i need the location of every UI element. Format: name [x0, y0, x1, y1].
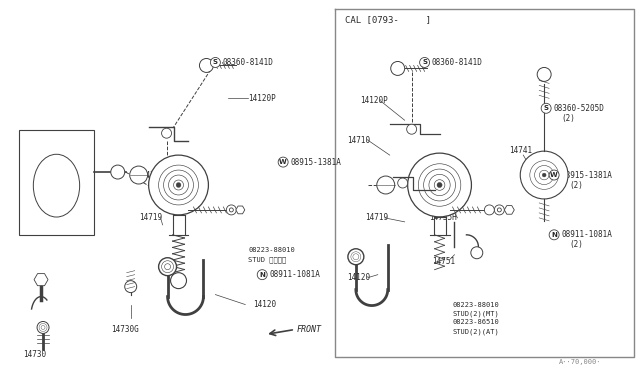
Circle shape — [111, 165, 125, 179]
Circle shape — [161, 128, 172, 138]
Circle shape — [176, 183, 181, 187]
Text: N: N — [259, 272, 265, 278]
Text: 08360-5205D: 08360-5205D — [553, 104, 604, 113]
Text: 14120P: 14120P — [248, 94, 276, 103]
Circle shape — [397, 178, 408, 188]
Circle shape — [227, 205, 236, 215]
Text: W: W — [279, 159, 287, 165]
Text: 14719: 14719 — [139, 214, 162, 222]
Text: 14120: 14120 — [253, 300, 276, 309]
Circle shape — [406, 124, 417, 134]
Text: N: N — [551, 232, 557, 238]
Text: 08911-1081A: 08911-1081A — [269, 270, 320, 279]
Circle shape — [420, 58, 429, 67]
Text: CAL [0793-     ]: CAL [0793- ] — [345, 16, 431, 25]
Text: 14710: 14710 — [141, 170, 164, 180]
Circle shape — [377, 176, 395, 194]
Text: A··70,000·: A··70,000· — [559, 359, 602, 365]
Text: S: S — [213, 60, 218, 65]
Text: 08223-88010: 08223-88010 — [248, 247, 295, 253]
Text: W: W — [550, 172, 558, 178]
Circle shape — [200, 58, 213, 73]
Bar — [19, 130, 94, 235]
Circle shape — [278, 157, 288, 167]
Text: 08911-1081A: 08911-1081A — [561, 230, 612, 239]
Text: S: S — [543, 105, 548, 111]
Circle shape — [537, 67, 551, 81]
Text: STUD スタッド: STUD スタッド — [248, 256, 287, 263]
Circle shape — [229, 208, 234, 212]
Circle shape — [211, 58, 220, 67]
Circle shape — [130, 166, 148, 184]
Circle shape — [159, 258, 177, 276]
Circle shape — [171, 273, 186, 289]
Polygon shape — [504, 206, 515, 214]
Text: FRONT: FRONT — [297, 326, 322, 334]
Text: 08223-86510: 08223-86510 — [452, 320, 499, 326]
Circle shape — [348, 249, 364, 265]
Text: (2): (2) — [569, 180, 583, 189]
Circle shape — [257, 270, 267, 280]
Text: 14710: 14710 — [347, 136, 370, 145]
Circle shape — [549, 170, 559, 180]
Text: 14755H: 14755H — [429, 214, 458, 222]
Circle shape — [520, 151, 568, 199]
Text: 14751: 14751 — [433, 257, 456, 266]
Text: 08360-8141D: 08360-8141D — [431, 58, 483, 67]
Circle shape — [391, 61, 404, 76]
Text: 14730G: 14730G — [111, 325, 138, 334]
Text: 14719: 14719 — [365, 214, 388, 222]
Circle shape — [494, 205, 504, 215]
Circle shape — [549, 230, 559, 240]
Circle shape — [542, 173, 546, 177]
Text: (2): (2) — [561, 114, 575, 123]
Circle shape — [484, 205, 494, 215]
Text: 08915-1381A: 08915-1381A — [561, 170, 612, 180]
Circle shape — [125, 280, 137, 293]
Text: S: S — [422, 60, 427, 65]
Text: 14741: 14741 — [509, 145, 532, 155]
Text: STUD(2)(AT): STUD(2)(AT) — [452, 328, 499, 335]
Circle shape — [408, 153, 472, 217]
Text: 08915-1381A: 08915-1381A — [290, 158, 341, 167]
Polygon shape — [34, 274, 48, 286]
Circle shape — [37, 321, 49, 333]
Text: 14120P: 14120P — [360, 96, 388, 105]
Circle shape — [437, 182, 442, 187]
Text: 14730: 14730 — [23, 350, 46, 359]
Ellipse shape — [33, 154, 79, 217]
Circle shape — [148, 155, 209, 215]
Text: 08360-8141D: 08360-8141D — [222, 58, 273, 67]
Circle shape — [541, 103, 551, 113]
Text: (2): (2) — [569, 240, 583, 249]
Text: STUD(2)(MT): STUD(2)(MT) — [452, 310, 499, 317]
Text: 08223-88010: 08223-88010 — [452, 302, 499, 308]
Text: 14120: 14120 — [347, 273, 370, 282]
Circle shape — [471, 247, 483, 259]
Polygon shape — [236, 206, 244, 214]
Circle shape — [497, 208, 501, 212]
